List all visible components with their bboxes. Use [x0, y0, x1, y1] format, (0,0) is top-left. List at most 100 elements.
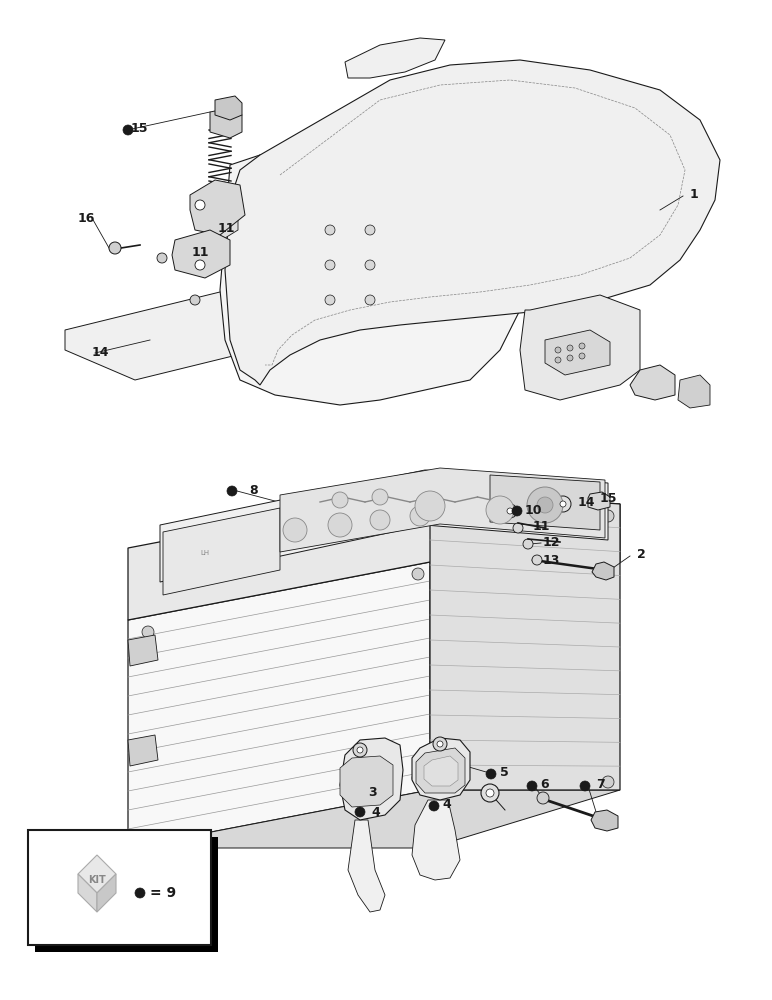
- Circle shape: [532, 555, 542, 565]
- Text: 14: 14: [92, 346, 110, 359]
- Circle shape: [357, 747, 363, 753]
- Circle shape: [142, 626, 154, 638]
- Circle shape: [325, 260, 335, 270]
- Circle shape: [355, 807, 365, 817]
- Circle shape: [195, 260, 205, 270]
- Polygon shape: [592, 562, 614, 580]
- Text: 15: 15: [131, 121, 148, 134]
- Polygon shape: [78, 874, 97, 912]
- Circle shape: [434, 500, 446, 512]
- Polygon shape: [128, 490, 620, 620]
- Circle shape: [602, 510, 614, 522]
- Text: LH: LH: [201, 550, 209, 556]
- Text: 10: 10: [525, 504, 543, 516]
- Polygon shape: [520, 295, 640, 400]
- Circle shape: [602, 776, 614, 788]
- Polygon shape: [588, 492, 610, 510]
- Polygon shape: [545, 330, 610, 375]
- Circle shape: [527, 781, 537, 791]
- Polygon shape: [128, 635, 158, 666]
- Circle shape: [157, 253, 167, 263]
- Text: 5: 5: [500, 766, 509, 780]
- Text: 15: 15: [600, 491, 618, 504]
- Circle shape: [567, 345, 573, 351]
- Polygon shape: [678, 375, 710, 408]
- Circle shape: [527, 487, 563, 523]
- Polygon shape: [128, 790, 620, 848]
- Polygon shape: [210, 108, 242, 138]
- Polygon shape: [340, 756, 393, 807]
- Text: 4: 4: [442, 798, 451, 812]
- Text: 14: 14: [578, 496, 595, 510]
- Circle shape: [507, 508, 513, 514]
- Circle shape: [353, 743, 367, 757]
- Circle shape: [579, 343, 585, 349]
- Circle shape: [486, 496, 514, 524]
- Circle shape: [434, 776, 446, 788]
- Polygon shape: [172, 230, 230, 278]
- Text: 4: 4: [371, 806, 380, 818]
- Polygon shape: [128, 735, 158, 766]
- Circle shape: [580, 781, 590, 791]
- Circle shape: [142, 830, 154, 842]
- Text: 11: 11: [192, 246, 209, 259]
- Circle shape: [370, 510, 390, 530]
- Text: 7: 7: [596, 778, 604, 792]
- Circle shape: [503, 504, 517, 518]
- Circle shape: [486, 789, 494, 797]
- Circle shape: [412, 568, 424, 580]
- Polygon shape: [416, 748, 465, 793]
- Polygon shape: [591, 810, 618, 831]
- Polygon shape: [412, 738, 470, 800]
- Bar: [28, 830, 211, 945]
- Circle shape: [332, 492, 348, 508]
- Polygon shape: [340, 738, 403, 820]
- Circle shape: [555, 357, 561, 363]
- Circle shape: [481, 784, 499, 802]
- Polygon shape: [163, 508, 280, 595]
- Circle shape: [579, 353, 585, 359]
- Circle shape: [227, 486, 237, 496]
- Polygon shape: [190, 180, 245, 235]
- Polygon shape: [220, 155, 525, 405]
- Text: KIT: KIT: [88, 875, 106, 885]
- Polygon shape: [225, 60, 720, 385]
- Circle shape: [415, 491, 445, 521]
- Circle shape: [109, 242, 121, 254]
- Bar: [35, 837, 218, 952]
- Polygon shape: [490, 475, 600, 530]
- Circle shape: [537, 792, 549, 804]
- Text: 11: 11: [218, 222, 235, 234]
- Circle shape: [555, 496, 571, 512]
- Circle shape: [123, 125, 133, 135]
- Circle shape: [512, 506, 522, 516]
- Circle shape: [190, 295, 200, 305]
- Polygon shape: [128, 562, 430, 848]
- Text: = 9: = 9: [150, 886, 176, 900]
- Text: 2: 2: [637, 548, 645, 562]
- Text: 1: 1: [690, 188, 699, 202]
- Text: 8: 8: [249, 485, 258, 497]
- Circle shape: [412, 772, 424, 784]
- Circle shape: [135, 888, 145, 898]
- Circle shape: [365, 295, 375, 305]
- Circle shape: [567, 355, 573, 361]
- Circle shape: [429, 801, 439, 811]
- Circle shape: [410, 506, 430, 526]
- Polygon shape: [160, 470, 608, 582]
- Text: 16: 16: [78, 212, 96, 225]
- Text: 11: 11: [533, 520, 550, 534]
- Circle shape: [433, 737, 447, 751]
- Circle shape: [523, 539, 533, 549]
- Circle shape: [325, 295, 335, 305]
- Polygon shape: [215, 96, 242, 120]
- Polygon shape: [78, 855, 116, 893]
- Polygon shape: [280, 468, 605, 552]
- Text: 13: 13: [543, 554, 560, 566]
- Text: 12: 12: [543, 536, 560, 550]
- Circle shape: [537, 497, 553, 513]
- Polygon shape: [424, 756, 458, 786]
- Circle shape: [486, 769, 496, 779]
- Polygon shape: [65, 265, 400, 380]
- Polygon shape: [430, 490, 620, 790]
